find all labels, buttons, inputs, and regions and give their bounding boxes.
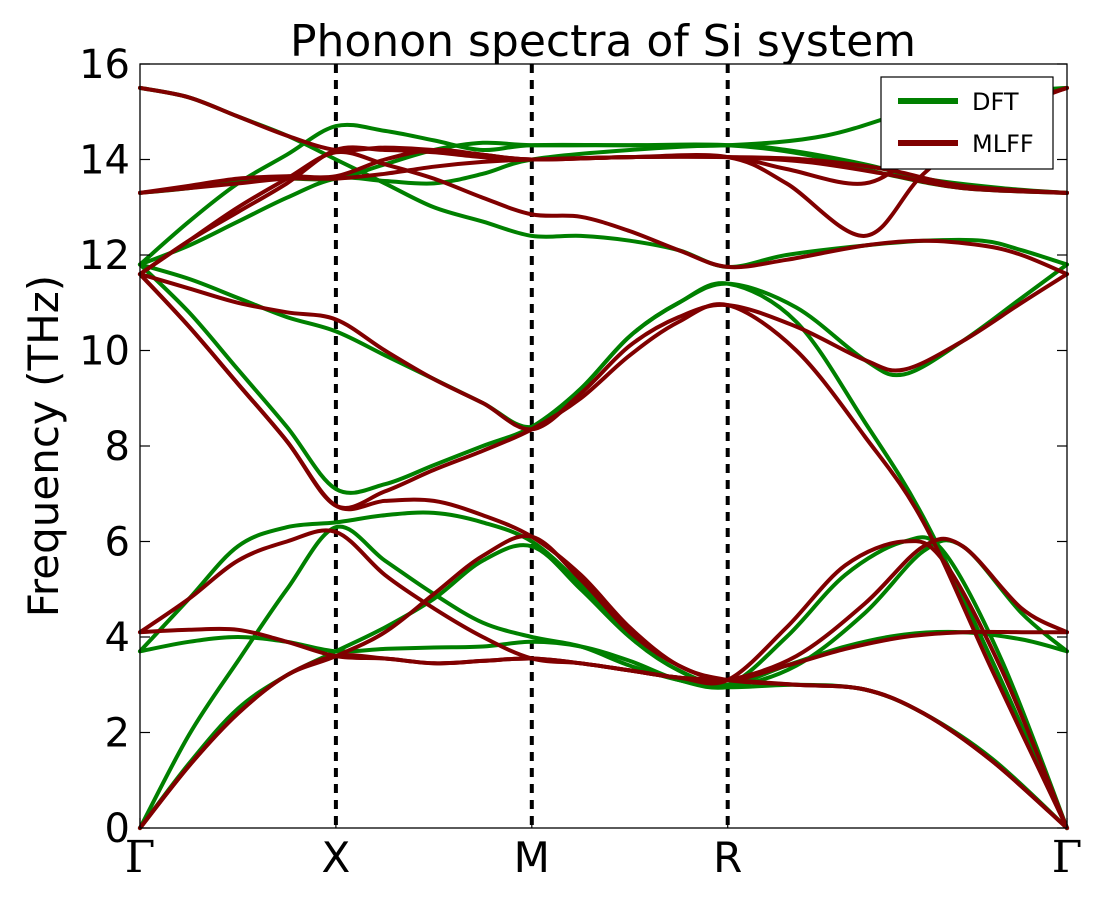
- mlff-band-9: [138, 154, 1069, 195]
- x-tick-label-4: Γ: [1052, 832, 1083, 883]
- mlff-band-3: [138, 528, 1069, 830]
- mlff-band-6: [138, 272, 1069, 830]
- series-mlff: [138, 85, 1069, 830]
- chart-title: Phonon spectra of Si system: [290, 16, 916, 67]
- dft-band-5: [138, 262, 1069, 429]
- x-tick-label-1: X: [322, 833, 351, 882]
- y-tick-label: 4: [105, 615, 130, 661]
- y-tick-label: 0: [105, 806, 130, 852]
- x-tick-label-3: R: [713, 833, 742, 882]
- legend-label-mlff: MLFF: [972, 130, 1034, 158]
- y-tick-label: 6: [105, 520, 130, 566]
- mlff-band-1: [138, 533, 1069, 830]
- band-lines: [138, 85, 1069, 830]
- y-tick-label: 12: [79, 233, 130, 279]
- legend-box: [880, 76, 1054, 170]
- y-axis-label: Frequency (THz): [19, 275, 68, 617]
- y-tick-label: 14: [79, 138, 130, 184]
- x-tick-label-0: Γ: [125, 832, 156, 883]
- x-tick-label-2: M: [514, 833, 550, 882]
- y-tick-label: 2: [105, 711, 130, 757]
- axis-ticks: 0 2 4 6 8 10 12 14 16 Γ X M R Γ: [79, 42, 1082, 883]
- mlff-band-5: [138, 272, 1069, 432]
- y-tick-label: 10: [79, 329, 130, 375]
- legend-label-dft: DFT: [972, 88, 1019, 116]
- y-tick-label: 8: [105, 424, 130, 470]
- plot-background: [140, 64, 1067, 828]
- plot-area: 0 2 4 6 8 10 12 14 16 Γ X M R Γ: [79, 42, 1082, 883]
- legend: DFT MLFF: [880, 76, 1054, 170]
- y-tick-label: 16: [79, 42, 130, 88]
